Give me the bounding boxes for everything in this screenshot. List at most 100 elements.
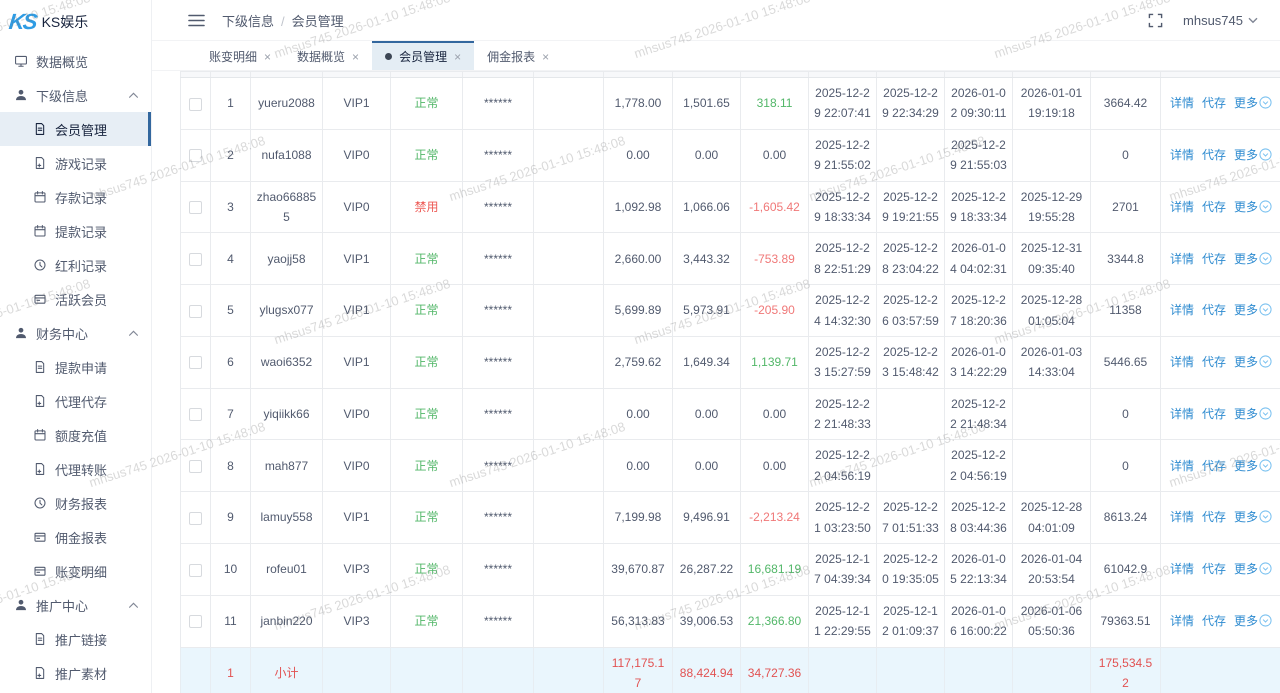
more-link[interactable]: 更多 bbox=[1234, 252, 1272, 266]
tab-佣金报表[interactable]: 佣金报表 × bbox=[474, 41, 562, 70]
row-checkbox[interactable] bbox=[189, 201, 202, 215]
cell-remark bbox=[533, 77, 604, 130]
cell-balance: 39,670.87 bbox=[603, 543, 673, 596]
deposit-link[interactable]: 代存 bbox=[1202, 510, 1227, 525]
deposit-link[interactable]: 代存 bbox=[1202, 96, 1227, 111]
detail-link[interactable]: 详情 bbox=[1170, 355, 1195, 370]
sidebar-item-account-changes[interactable]: 账变明细 bbox=[0, 554, 151, 588]
deposit-link[interactable]: 代存 bbox=[1202, 303, 1227, 318]
sidebar-item-quota-recharge[interactable]: 额度充值 bbox=[0, 418, 151, 452]
cell-checkbox bbox=[180, 543, 211, 596]
sidebar-item-bonus-records[interactable]: 红利记录 bbox=[0, 248, 151, 282]
detail-link[interactable]: 详情 bbox=[1170, 562, 1195, 577]
row-checkbox[interactable] bbox=[189, 563, 202, 577]
sidebar-item-game-records[interactable]: 游戏记录 bbox=[0, 146, 151, 180]
more-link[interactable]: 更多 bbox=[1234, 407, 1272, 421]
sidebar-item-label: 活跃会员 bbox=[55, 292, 108, 308]
detail-link[interactable]: 详情 bbox=[1170, 199, 1195, 214]
sidebar-item-finance-center[interactable]: 财务中心 bbox=[0, 316, 151, 350]
deposit-link[interactable]: 代存 bbox=[1202, 251, 1227, 266]
detail-link[interactable]: 详情 bbox=[1170, 510, 1195, 525]
more-link[interactable]: 更多 bbox=[1234, 96, 1272, 110]
detail-link[interactable]: 详情 bbox=[1170, 614, 1195, 628]
sidebar-item-commission-report[interactable]: 佣金报表 bbox=[0, 520, 151, 554]
tab-数据概览[interactable]: 数据概览 × bbox=[284, 41, 372, 70]
row-checkbox[interactable] bbox=[189, 97, 202, 111]
breadcrumb-parent[interactable]: 下级信息 bbox=[222, 13, 275, 29]
deposit-link[interactable]: 代存 bbox=[1202, 199, 1227, 214]
detail-link[interactable]: 详情 bbox=[1170, 96, 1195, 111]
detail-link[interactable]: 详情 bbox=[1170, 251, 1195, 266]
cell-checkbox bbox=[180, 387, 211, 441]
row-checkbox[interactable] bbox=[189, 511, 202, 525]
summary-label: 小计 bbox=[250, 646, 323, 693]
sidebar-item-promo-center[interactable]: 推广中心 bbox=[0, 588, 151, 622]
more-link[interactable]: 更多 bbox=[1234, 562, 1272, 576]
sidebar-item-agent-transfer[interactable]: 代理转账 bbox=[0, 452, 151, 486]
chevron-up-icon[interactable] bbox=[128, 330, 139, 337]
row-checkbox[interactable] bbox=[189, 459, 202, 473]
deposit-link[interactable]: 代存 bbox=[1202, 562, 1227, 577]
cell-profit: -753.89 bbox=[740, 232, 809, 286]
chevron-up-icon[interactable] bbox=[128, 602, 139, 609]
sidebar-item-withdraw-records[interactable]: 提款记录 bbox=[0, 214, 151, 248]
tab-close-icon[interactable]: × bbox=[264, 49, 272, 64]
status-badge: 正常 bbox=[414, 562, 439, 577]
deposit-link[interactable]: 代存 bbox=[1202, 406, 1227, 421]
deposit-link[interactable]: 代存 bbox=[1202, 614, 1227, 628]
tab-账变明细[interactable]: 账变明细 × bbox=[196, 41, 284, 70]
status-badge: 正常 bbox=[414, 147, 439, 162]
deposit-link[interactable]: 代存 bbox=[1202, 147, 1227, 162]
sidebar-item-sub-info[interactable]: 下级信息 bbox=[0, 78, 151, 112]
row-checkbox[interactable] bbox=[189, 356, 202, 370]
cell-last-deposit-time bbox=[1012, 128, 1091, 182]
tab-会员管理[interactable]: 会员管理 × bbox=[372, 41, 475, 70]
sidebar-item-promo-materials[interactable]: 推广素材 bbox=[0, 656, 151, 690]
more-link[interactable]: 更多 bbox=[1234, 510, 1272, 524]
user-dropdown[interactable]: mhsus745 bbox=[1183, 13, 1258, 28]
cell-actions: 详情 代存 更多 bbox=[1160, 491, 1280, 545]
chevron-up-icon[interactable] bbox=[128, 92, 139, 99]
card-icon bbox=[33, 292, 47, 306]
deposit-link[interactable]: 代存 bbox=[1202, 458, 1227, 473]
more-link[interactable]: 更多 bbox=[1234, 303, 1272, 317]
sidebar-item-label: 推广链接 bbox=[55, 632, 108, 648]
row-checkbox[interactable] bbox=[189, 408, 202, 422]
more-link[interactable]: 更多 bbox=[1234, 459, 1272, 473]
sidebar-item-data-overview[interactable]: 数据概览 bbox=[0, 44, 151, 78]
more-link[interactable]: 更多 bbox=[1234, 200, 1272, 214]
row-checkbox[interactable] bbox=[189, 304, 202, 318]
sidebar-item-deposit-records[interactable]: 存款记录 bbox=[0, 180, 151, 214]
deposit-link[interactable]: 代存 bbox=[1202, 355, 1227, 370]
detail-link[interactable]: 详情 bbox=[1170, 406, 1195, 421]
row-checkbox[interactable] bbox=[189, 149, 202, 163]
cell-actions: 详情 代存 更多 bbox=[1160, 594, 1280, 648]
sidebar-item-withdraw-apply[interactable]: 提款申请 bbox=[0, 350, 151, 384]
cell-register-time: 2025-12-22 21:48:33 bbox=[808, 387, 877, 441]
tab-close-icon[interactable]: × bbox=[542, 49, 550, 64]
doc-plus-icon bbox=[33, 666, 47, 680]
cell-status: 正常 bbox=[390, 387, 463, 441]
more-link[interactable]: 更多 bbox=[1234, 355, 1272, 369]
cell-username: yaojj58 bbox=[250, 232, 323, 286]
row-checkbox[interactable] bbox=[189, 615, 202, 629]
cell-index: 4 bbox=[210, 232, 251, 286]
chevron-down-circle-icon bbox=[1259, 200, 1272, 213]
sidebar-item-promo-links[interactable]: 推广链接 bbox=[0, 622, 151, 656]
sidebar-item-member-manage[interactable]: 会员管理 bbox=[0, 112, 151, 146]
sidebar-item-agent-deposit[interactable]: 代理代存 bbox=[0, 384, 151, 418]
row-checkbox[interactable] bbox=[189, 252, 202, 266]
menu-collapse-icon[interactable] bbox=[188, 13, 205, 28]
sidebar-item-active-members[interactable]: 活跃会员 bbox=[0, 282, 151, 316]
more-link[interactable]: 更多 bbox=[1234, 148, 1272, 162]
sidebar-item-finance-report[interactable]: 财务报表 bbox=[0, 486, 151, 520]
fullscreen-icon[interactable] bbox=[1148, 13, 1163, 28]
tab-close-icon[interactable]: × bbox=[454, 49, 462, 64]
more-link[interactable]: 更多 bbox=[1234, 614, 1272, 628]
cell-first-deposit-time: 2025-12-20 19:35:05 bbox=[876, 543, 945, 596]
detail-link[interactable]: 详情 bbox=[1170, 303, 1195, 318]
cell-total: 61042.9 bbox=[1090, 543, 1161, 596]
tab-close-icon[interactable]: × bbox=[352, 49, 360, 64]
detail-link[interactable]: 详情 bbox=[1170, 458, 1195, 473]
detail-link[interactable]: 详情 bbox=[1170, 147, 1195, 162]
